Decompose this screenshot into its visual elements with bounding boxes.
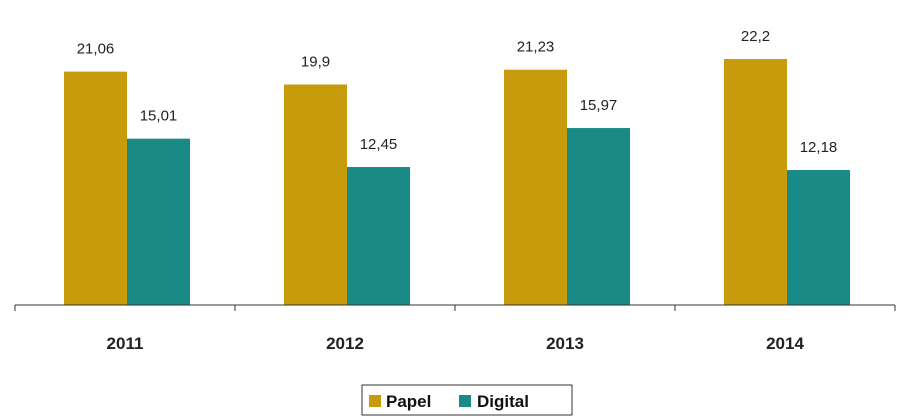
bar-papel-2011 <box>64 71 127 305</box>
data-label-papel-2014: 22,2 <box>741 28 770 45</box>
data-label-digital-2012: 12,45 <box>360 136 398 153</box>
data-label-papel-2012: 19,9 <box>301 53 330 70</box>
category-labels-group: 2011 2012 2013 2014 <box>107 334 805 353</box>
x-axis-ticks <box>14 305 896 311</box>
bar-papel-2014 <box>724 59 787 305</box>
legend-frame <box>361 384 573 416</box>
bars-group <box>64 59 850 306</box>
data-labels-group: 21,06 15,01 19,9 12,45 21,23 15,97 22,2 12,18 <box>77 28 838 156</box>
data-label-papel-2011: 21,06 <box>77 41 115 58</box>
category-label-2012: 2012 <box>326 334 364 353</box>
category-label-2013: 2013 <box>546 334 584 353</box>
data-label-digital-2011: 15,01 <box>140 108 178 125</box>
bar-digital-2012 <box>347 167 410 305</box>
bar-digital-2014 <box>787 170 850 305</box>
data-label-digital-2014: 12,18 <box>800 139 838 156</box>
category-label-2014: 2014 <box>766 334 804 353</box>
legend-swatch-digital <box>459 395 471 407</box>
bar-papel-2012 <box>284 84 347 306</box>
legend: Papel Digital <box>361 384 573 416</box>
bar-digital-2013 <box>567 128 630 305</box>
category-label-2011: 2011 <box>107 334 144 353</box>
data-label-digital-2013: 15,97 <box>580 97 618 114</box>
legend-swatch-papel <box>369 395 381 407</box>
legend-label-papel: Papel <box>386 392 431 411</box>
bar-papel-2013 <box>504 69 567 305</box>
data-label-papel-2013: 21,23 <box>517 39 555 56</box>
legend-label-digital: Digital <box>477 392 529 411</box>
bar-digital-2011 <box>127 138 190 305</box>
